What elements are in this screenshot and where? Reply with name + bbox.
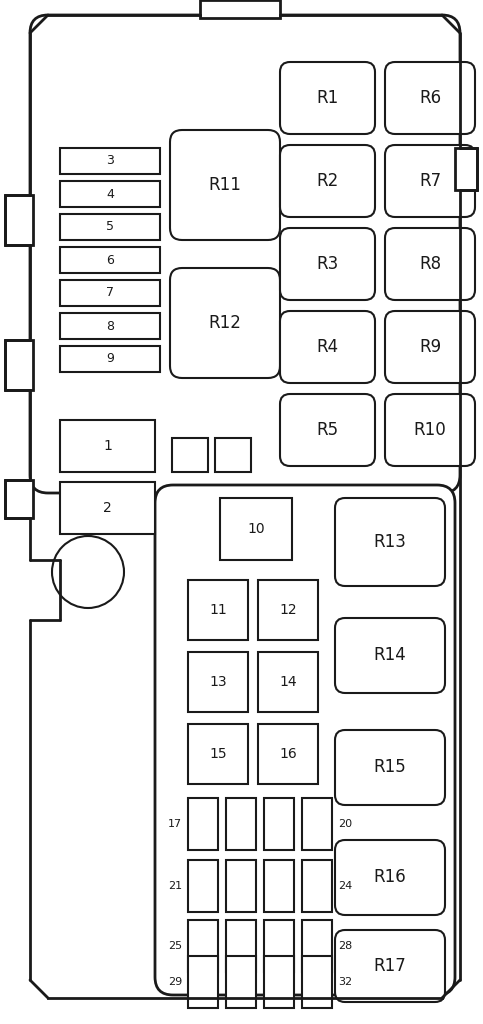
Bar <box>264 798 294 850</box>
Text: 1: 1 <box>103 439 112 453</box>
Bar <box>200 0 280 18</box>
Text: R14: R14 <box>374 646 406 665</box>
Bar <box>60 214 160 240</box>
FancyBboxPatch shape <box>335 840 445 915</box>
Text: R16: R16 <box>374 868 406 887</box>
Text: 24: 24 <box>338 881 352 891</box>
Bar <box>60 148 160 174</box>
Text: 15: 15 <box>209 746 227 761</box>
Text: 9: 9 <box>106 352 114 366</box>
Text: R4: R4 <box>316 338 339 356</box>
FancyBboxPatch shape <box>280 145 375 217</box>
Bar <box>60 181 160 207</box>
FancyBboxPatch shape <box>385 311 475 383</box>
FancyBboxPatch shape <box>280 311 375 383</box>
Bar <box>302 920 332 972</box>
FancyBboxPatch shape <box>335 930 445 1002</box>
Text: R9: R9 <box>419 338 441 356</box>
Bar <box>258 724 318 784</box>
Text: R5: R5 <box>316 421 339 439</box>
Bar <box>60 482 155 534</box>
Bar <box>188 860 218 912</box>
Text: 12: 12 <box>279 603 297 617</box>
Bar <box>264 920 294 972</box>
Bar <box>5 195 33 245</box>
FancyBboxPatch shape <box>280 394 375 466</box>
Text: 6: 6 <box>106 254 114 266</box>
Bar <box>455 148 477 190</box>
Text: R3: R3 <box>316 255 339 273</box>
Text: 25: 25 <box>168 941 182 951</box>
Bar <box>60 280 160 306</box>
Bar <box>226 798 256 850</box>
Text: 8: 8 <box>106 319 114 333</box>
Text: R8: R8 <box>419 255 441 273</box>
Text: 3: 3 <box>106 155 114 168</box>
Bar <box>264 860 294 912</box>
Text: R10: R10 <box>413 421 446 439</box>
Bar <box>226 956 256 1008</box>
Bar <box>60 346 160 372</box>
Bar <box>302 798 332 850</box>
FancyBboxPatch shape <box>335 498 445 586</box>
FancyBboxPatch shape <box>170 130 280 240</box>
Bar <box>188 956 218 1008</box>
Text: R15: R15 <box>374 759 406 776</box>
Bar <box>215 438 251 472</box>
FancyBboxPatch shape <box>280 228 375 300</box>
Text: R1: R1 <box>316 89 339 106</box>
Bar <box>258 580 318 640</box>
Bar <box>188 724 248 784</box>
Text: R12: R12 <box>209 314 242 332</box>
Text: R17: R17 <box>374 957 406 975</box>
Text: 28: 28 <box>338 941 352 951</box>
Bar <box>60 247 160 273</box>
FancyBboxPatch shape <box>385 62 475 134</box>
Bar <box>302 956 332 1008</box>
FancyBboxPatch shape <box>170 268 280 378</box>
Text: R13: R13 <box>373 534 406 551</box>
Text: 32: 32 <box>338 977 352 987</box>
Bar <box>258 652 318 712</box>
Bar <box>226 920 256 972</box>
Bar <box>188 580 248 640</box>
Text: 20: 20 <box>338 819 352 829</box>
FancyBboxPatch shape <box>280 62 375 134</box>
Text: 16: 16 <box>279 746 297 761</box>
Bar <box>5 340 33 390</box>
Bar <box>60 313 160 339</box>
Text: 14: 14 <box>279 675 297 689</box>
Bar <box>188 920 218 972</box>
Bar <box>302 860 332 912</box>
Bar <box>188 798 218 850</box>
Text: 13: 13 <box>209 675 227 689</box>
Bar <box>5 480 33 518</box>
Bar <box>188 652 248 712</box>
Bar <box>264 956 294 1008</box>
Text: 5: 5 <box>106 220 114 233</box>
Bar <box>220 498 292 560</box>
Text: 17: 17 <box>168 819 182 829</box>
FancyBboxPatch shape <box>335 730 445 805</box>
Text: R6: R6 <box>419 89 441 106</box>
Text: R2: R2 <box>316 172 339 190</box>
FancyBboxPatch shape <box>335 618 445 693</box>
Bar <box>172 438 208 472</box>
Text: 2: 2 <box>103 501 112 515</box>
Text: 10: 10 <box>247 522 265 536</box>
Text: 29: 29 <box>168 977 182 987</box>
Text: 21: 21 <box>168 881 182 891</box>
Bar <box>60 420 155 472</box>
FancyBboxPatch shape <box>385 228 475 300</box>
Text: 7: 7 <box>106 287 114 299</box>
Text: R11: R11 <box>209 176 242 194</box>
FancyBboxPatch shape <box>385 394 475 466</box>
FancyBboxPatch shape <box>155 485 455 995</box>
Bar <box>226 860 256 912</box>
FancyBboxPatch shape <box>30 15 460 493</box>
Text: 11: 11 <box>209 603 227 617</box>
Text: R7: R7 <box>419 172 441 190</box>
FancyBboxPatch shape <box>385 145 475 217</box>
Text: 4: 4 <box>106 187 114 201</box>
